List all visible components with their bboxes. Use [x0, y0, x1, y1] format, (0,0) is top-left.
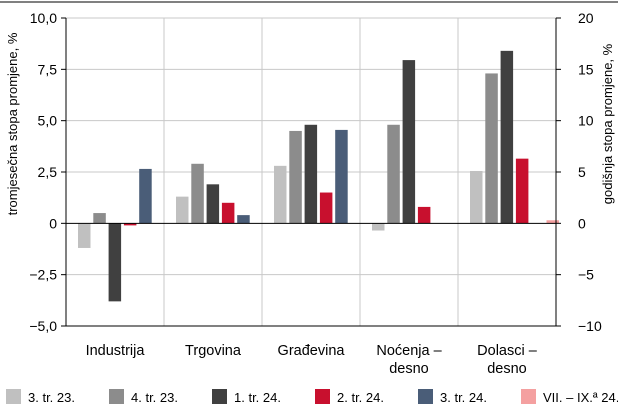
legend-label: 2. tr. 24.	[337, 390, 384, 405]
legend-swatch	[6, 389, 21, 404]
bar	[108, 223, 122, 302]
y-left-tick-label: 0	[49, 215, 57, 231]
legend-swatch	[315, 389, 330, 404]
bar	[93, 213, 106, 224]
bar	[470, 170, 483, 224]
y-left-tick-label: 5,0	[38, 113, 58, 129]
bar	[191, 163, 204, 224]
y-left-tick-label: −2,5	[29, 267, 57, 283]
bar	[289, 130, 302, 224]
category-label: Industrija	[86, 343, 146, 359]
legend-swatch	[109, 389, 124, 404]
y-axis-right-title: godišnja stopa promjene, %	[600, 43, 615, 204]
y-left-tick-label: 7,5	[38, 61, 58, 77]
bar	[139, 168, 152, 224]
bar	[402, 60, 416, 224]
bars	[78, 50, 559, 302]
category-label: Građevina	[278, 343, 346, 359]
bar	[417, 206, 431, 224]
bar	[387, 124, 400, 224]
y-right-tick-label: −10	[578, 318, 602, 334]
legend-label: 1. tr. 24.	[234, 390, 281, 405]
bar	[221, 202, 235, 224]
category-label: Dolasci –	[477, 343, 538, 359]
legend-label: 4. tr. 23.	[131, 390, 178, 405]
bar	[546, 220, 559, 224]
y-right-tick-label: 10	[578, 113, 594, 129]
legend-swatch	[418, 389, 433, 404]
y-right-tick-label: 5	[578, 164, 586, 180]
bar	[237, 215, 250, 224]
bar	[78, 223, 91, 248]
legend-label: 3. tr. 24.	[440, 390, 487, 405]
y-right-tick-label: −5	[578, 267, 594, 283]
y-right-tick-label: 0	[578, 215, 586, 231]
axes	[61, 17, 561, 327]
category-label: Trgovina	[185, 343, 242, 359]
legend-label: 3. tr. 23.	[28, 390, 75, 405]
legend-label: VII. – IX.ª 24.	[543, 390, 618, 405]
bar	[335, 129, 348, 224]
bar	[206, 184, 220, 224]
bar	[485, 73, 498, 224]
y-left-tick-label: −5,0	[29, 318, 57, 334]
bar	[515, 158, 529, 224]
bar	[319, 192, 333, 224]
y-left-tick-label: 2,5	[38, 164, 58, 180]
legend-swatch	[212, 389, 227, 404]
bar	[372, 223, 385, 231]
bar	[500, 50, 514, 224]
category-label: Noćenja –	[376, 343, 442, 359]
legend-swatch	[521, 389, 536, 404]
labels: 10,0 20 7,5 15 5,0 10 2,5 5 0 0 −2,5 −5 −5,0 −10 Indus…	[29, 10, 602, 377]
bar	[176, 196, 189, 224]
legend: 3. tr. 23. 4. tr. 23. 1. tr. 24. 2. tr. 24.…	[6, 389, 618, 405]
y-left-tick-label: 10,0	[30, 10, 57, 26]
bar	[304, 124, 318, 224]
bar	[274, 165, 287, 224]
y-axis-left-title: tromjesečna stopa promjene, %	[5, 32, 20, 215]
bar	[123, 223, 137, 226]
category-label: desno	[487, 361, 527, 377]
category-label: desno	[389, 361, 429, 377]
y-right-tick-label: 20	[578, 10, 594, 26]
y-right-tick-label: 15	[578, 61, 594, 77]
